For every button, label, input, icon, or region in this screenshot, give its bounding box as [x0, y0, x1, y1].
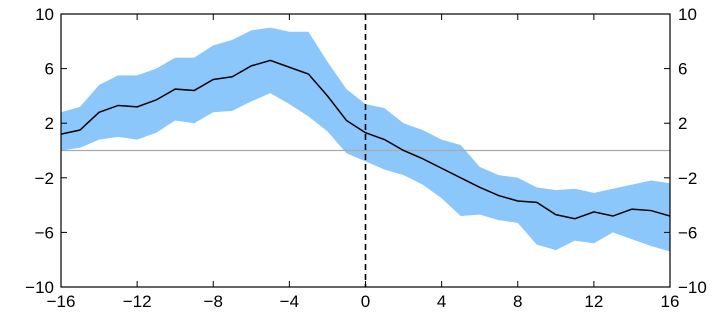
x-tick-label: 8 — [513, 292, 522, 311]
x-tick-label: −4 — [280, 292, 299, 311]
y-tick-label-right: −2 — [678, 169, 697, 188]
x-tick-label: 16 — [661, 292, 680, 311]
series-line-0 — [61, 59, 670, 220]
y-tick-label-left: 2 — [45, 114, 54, 133]
y-tick-label-left: −6 — [35, 223, 54, 242]
x-tick-label: 4 — [437, 292, 446, 311]
x-tick-label: −16 — [47, 292, 76, 311]
y-tick-label-right: 2 — [678, 114, 687, 133]
y-tick-label-right: −6 — [678, 223, 697, 242]
y-tick-label-left: −2 — [35, 169, 54, 188]
y-tick-label-right: 6 — [678, 60, 687, 79]
x-tick-label: −8 — [204, 292, 223, 311]
y-tick-label-right: −10 — [678, 278, 707, 297]
x-tick-label: −12 — [123, 292, 152, 311]
y-tick-label-left: −10 — [25, 278, 54, 297]
y-tick-label-left: 6 — [45, 60, 54, 79]
x-tick-label: 12 — [584, 292, 603, 311]
y-tick-label-right: 10 — [678, 5, 697, 24]
x-tick-label: 0 — [361, 292, 370, 311]
y-tick-label-left: 10 — [35, 5, 54, 24]
